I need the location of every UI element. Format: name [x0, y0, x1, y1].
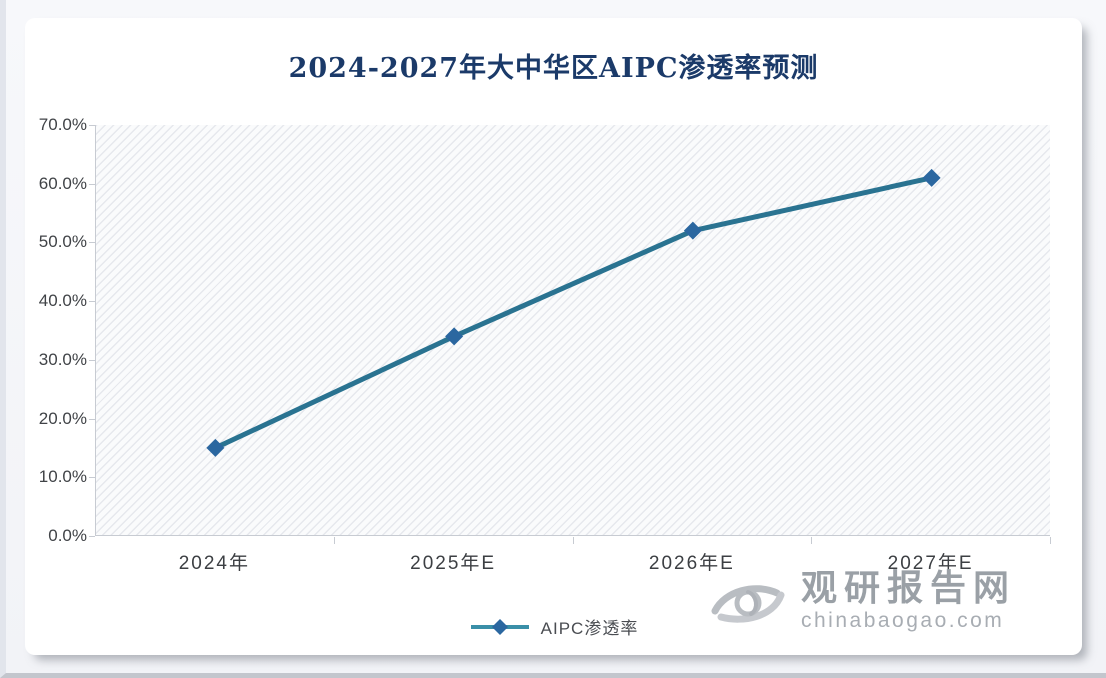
- y-axis-tick-label: 60.0%: [38, 173, 87, 193]
- data-point-2024年: [206, 438, 225, 457]
- legend-label: AIPC渗透率: [540, 619, 639, 638]
- x-axis-tick-mark: [1050, 537, 1051, 544]
- y-axis-tick-mark: [89, 536, 95, 537]
- chart-card: 2024-2027年大中华区AIPC渗透率预测 0.0% 10.0% 20.0% 30…: [25, 18, 1082, 655]
- chart-title: 2024-2027年大中华区AIPC渗透率预测: [288, 53, 819, 84]
- y-axis-tick-mark: [89, 359, 95, 361]
- data-point-2026年E: [683, 221, 702, 240]
- plot-area: [95, 125, 1050, 536]
- x-axis-tick-mark: [811, 537, 813, 544]
- legend-marker-icon: [470, 618, 529, 635]
- x-axis-tick-mark: [572, 537, 574, 544]
- x-axis-tick-label: 2024年: [178, 553, 251, 574]
- y-axis-tick-label: 40.0%: [38, 291, 87, 311]
- legend: AIPC渗透率: [25, 614, 1082, 639]
- y-axis-tick-label: 30.0%: [38, 349, 87, 369]
- y-axis-tick-label: 20.0%: [38, 408, 87, 428]
- y-axis-tick-mark: [89, 477, 95, 479]
- x-axis-tick-label: 2027年E: [887, 553, 974, 574]
- y-axis-tick-mark: [89, 418, 95, 420]
- line-series-aipc-penetration: [206, 168, 941, 457]
- series-line: [212, 175, 935, 451]
- y-axis-tick-mark: [89, 125, 95, 126]
- y-axis-tick-mark: [89, 183, 95, 185]
- y-axis-tick-label: 0.0%: [48, 526, 87, 545]
- y-axis-tick-label: 70.0%: [38, 115, 87, 134]
- x-axis-tick-label: 2025年E: [410, 553, 497, 574]
- y-axis-tick-label: 10.0%: [38, 467, 87, 487]
- y-axis-tick-mark: [89, 242, 95, 244]
- x-axis-tick-mark: [333, 537, 335, 544]
- data-point-2027年E: [922, 168, 941, 187]
- x-axis-tick-label: 2026年E: [648, 553, 735, 574]
- y-axis-tick-mark: [89, 301, 95, 303]
- data-point-2025年E: [445, 327, 464, 346]
- y-axis-tick-label: 50.0%: [38, 232, 87, 252]
